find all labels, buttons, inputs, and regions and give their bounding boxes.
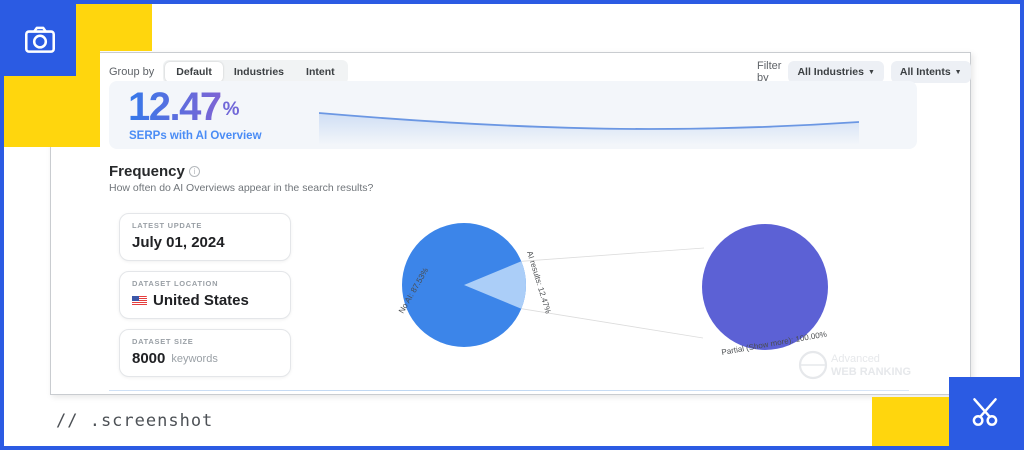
card-label: DATASET LOCATION bbox=[132, 279, 219, 288]
watermark-line2: WEB RANKING bbox=[831, 366, 911, 378]
screenshot-caption: // .screenshot bbox=[56, 411, 214, 431]
scissors-icon bbox=[972, 397, 997, 426]
tab-default[interactable]: Default bbox=[165, 62, 223, 82]
card-label: DATASET SIZE bbox=[132, 337, 194, 346]
card-value-text: 8000 bbox=[132, 350, 166, 367]
stat-value-row: 12.47 % bbox=[128, 85, 240, 129]
dataset-location-card: DATASET LOCATION United States bbox=[119, 271, 291, 319]
card-value: United States bbox=[132, 292, 278, 309]
dataset-size-card: DATASET SIZE 8000 keywords bbox=[119, 329, 291, 377]
card-label: LATEST UPDATE bbox=[132, 221, 203, 230]
chevron-down-icon: ▼ bbox=[867, 68, 875, 76]
tab-industries[interactable]: Industries bbox=[233, 66, 285, 78]
trend-sparkline bbox=[319, 112, 859, 145]
group-by-tabs: Default Industries Intent bbox=[163, 60, 348, 84]
chevron-down-icon: ▼ bbox=[954, 68, 962, 76]
latest-update-card: LATEST UPDATE July 01, 2024 bbox=[119, 213, 291, 261]
awr-watermark: Advanced WEB RANKING bbox=[798, 350, 911, 380]
connector-line-bottom bbox=[521, 308, 704, 339]
scissors-badge bbox=[949, 377, 1020, 446]
frequency-pie-charts: No AI: 87.53% AI results: 12.47% Partial… bbox=[397, 223, 911, 380]
card-value: July 01, 2024 bbox=[132, 234, 225, 251]
stat-label: SERPs with AI Overview bbox=[129, 130, 262, 142]
stat-unit: % bbox=[222, 99, 240, 120]
filter-all-intents-dropdown[interactable]: All Intents ▼ bbox=[890, 61, 971, 83]
info-icon[interactable]: i bbox=[188, 166, 200, 177]
pie-slice-partial[interactable] bbox=[702, 224, 828, 350]
filter-by-label: Filter by bbox=[757, 60, 782, 84]
filter-all-industries-dropdown[interactable]: All Industries ▼ bbox=[788, 61, 884, 83]
card-value-text: United States bbox=[153, 292, 249, 309]
ai-overview-stat-block: 12.47 % SERPs with AI Overview bbox=[109, 81, 917, 149]
frequency-subtitle: How often do AI Overviews appear in the … bbox=[109, 182, 374, 194]
group-by-label: Group by bbox=[109, 66, 155, 78]
cutoff-chart-edge bbox=[109, 390, 909, 391]
filter-row: Filter by All Industries ▼ All Intents ▼ bbox=[757, 60, 971, 84]
camera-badge bbox=[4, 4, 76, 76]
frequency-title: Frequency bbox=[109, 163, 185, 180]
tab-intent[interactable]: Intent bbox=[306, 66, 335, 78]
filter-all-intents-label: All Intents bbox=[899, 66, 951, 78]
pie-slice-ai-results[interactable] bbox=[464, 261, 527, 309]
card-value-suffix: keywords bbox=[171, 352, 218, 365]
camera-icon bbox=[25, 26, 55, 53]
us-flag-icon bbox=[132, 295, 147, 306]
filter-all-industries-label: All Industries bbox=[797, 66, 864, 78]
connector-line-top bbox=[521, 247, 705, 262]
frequency-header: Frequency i bbox=[109, 163, 200, 180]
dashboard-panel: Group by Default Industries Intent Filte… bbox=[50, 52, 971, 395]
group-by-row: Group by Default Industries Intent bbox=[109, 60, 348, 84]
card-value: 8000 keywords bbox=[132, 350, 278, 367]
stat-value: 12.47 bbox=[128, 85, 222, 129]
watermark-line1: Advanced bbox=[831, 353, 880, 365]
